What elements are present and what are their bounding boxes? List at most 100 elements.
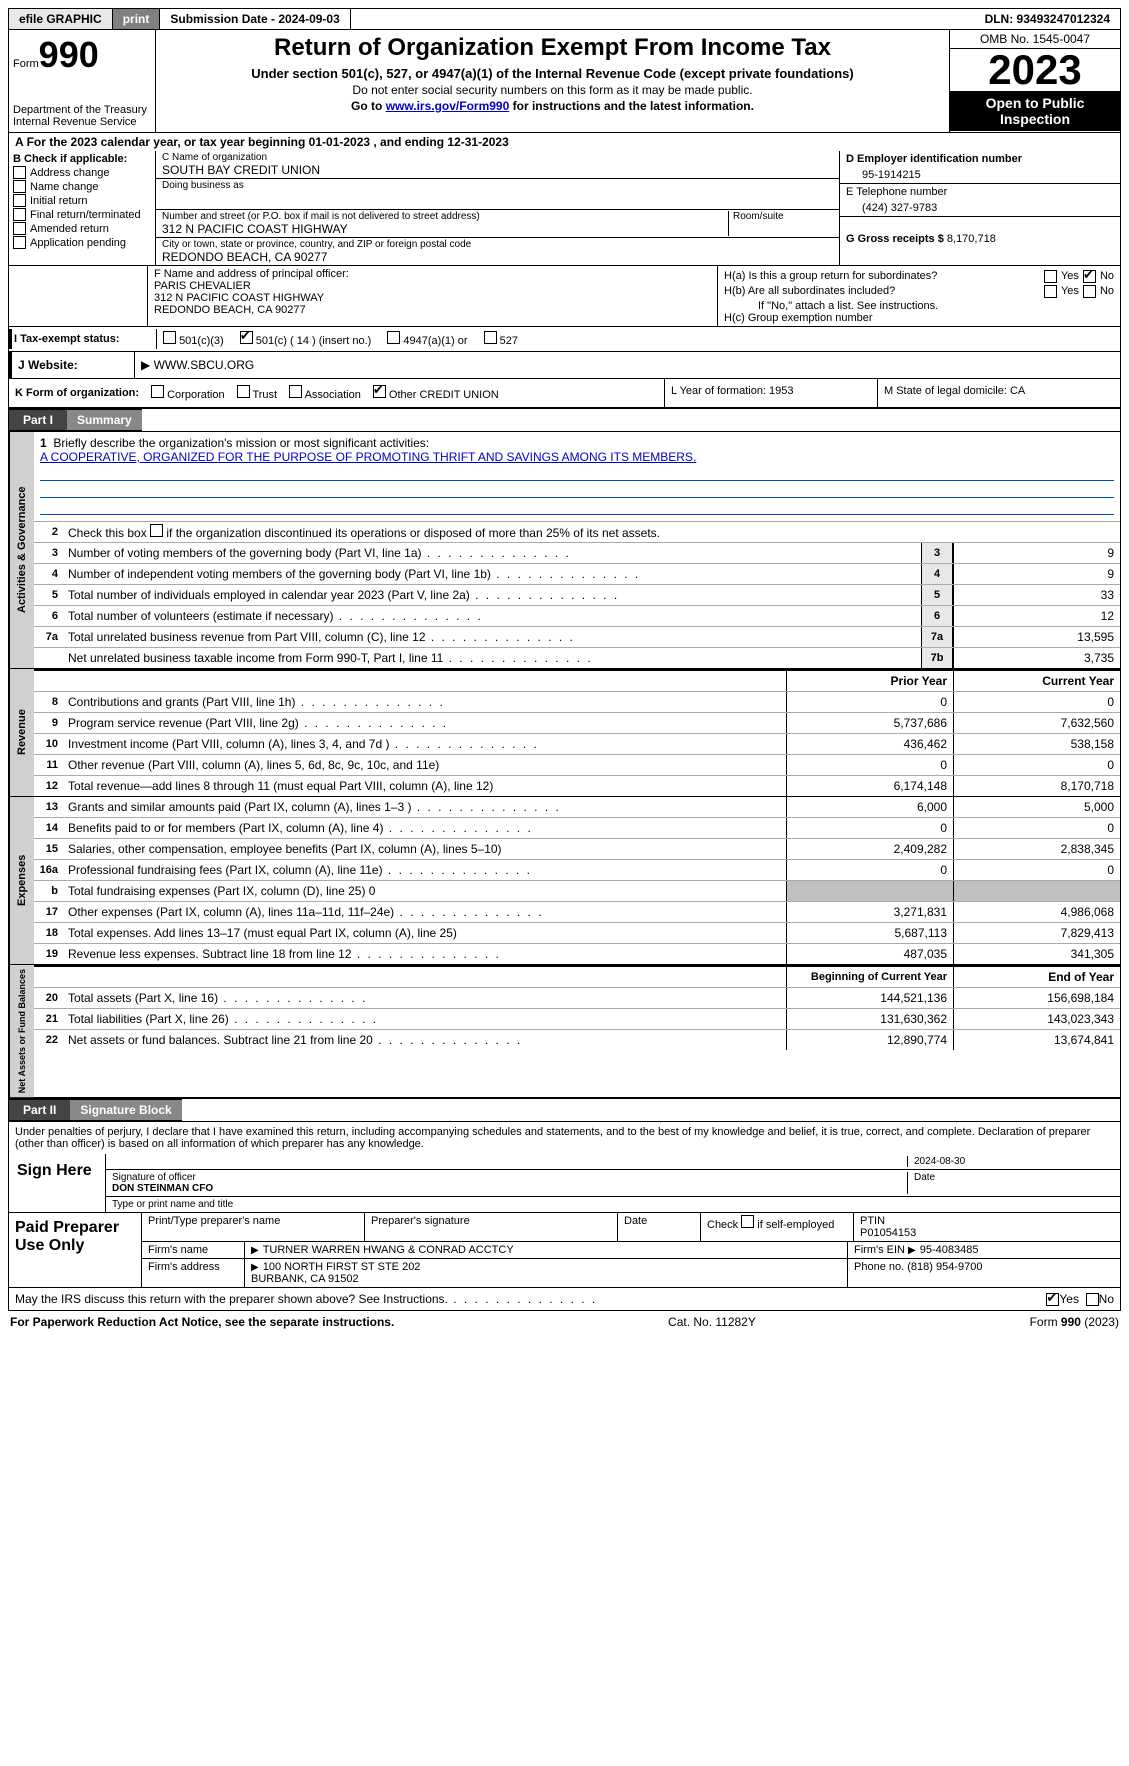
part-2-header: Part II Signature Block: [8, 1098, 1121, 1122]
submission-date: Submission Date - 2024-09-03: [160, 9, 350, 29]
cb-app-pending[interactable]: Application pending: [13, 236, 151, 249]
cb-address-change[interactable]: Address change: [13, 166, 151, 179]
sign-here-label: Sign Here: [9, 1154, 106, 1212]
org-name: SOUTH BAY CREDIT UNION: [162, 163, 833, 177]
side-rev: Revenue: [9, 669, 34, 796]
cb-other[interactable]: [373, 385, 386, 398]
paid-preparer-block: Paid Preparer Use Only Print/Type prepar…: [8, 1213, 1121, 1288]
cb-name-change-label: Name change: [30, 181, 99, 193]
val-6: 12: [953, 606, 1120, 626]
firm-addr-label: Firm's address: [142, 1259, 245, 1287]
footer-right: Form 990 (2023): [1030, 1315, 1119, 1329]
irs-link[interactable]: www.irs.gov/Form990: [386, 99, 510, 113]
mission-line-2: [40, 483, 1114, 498]
print-button[interactable]: print: [113, 9, 161, 29]
prep-date-hdr: Date: [618, 1213, 701, 1241]
line-16a: Professional fundraising fees (Part IX, …: [64, 861, 786, 879]
cb-527[interactable]: [484, 331, 497, 344]
goto-prefix: Go to: [351, 99, 386, 113]
phone-value: (424) 327-9783: [846, 198, 1114, 214]
officer-section: F Name and address of principal officer:…: [8, 266, 1121, 327]
line-3: Number of voting members of the governin…: [64, 544, 921, 562]
cb-line2[interactable]: [150, 524, 163, 537]
org-name-label: C Name of organization: [162, 152, 833, 163]
prior-year-hdr: Prior Year: [786, 671, 953, 691]
ha-no-label: No: [1100, 270, 1114, 282]
type-name-label: Type or print name and title: [112, 1199, 233, 1210]
c14: 0: [953, 818, 1120, 838]
c18: 7,829,413: [953, 923, 1120, 943]
hb-no[interactable]: [1083, 285, 1096, 298]
lbl-assoc: Association: [305, 389, 361, 401]
website-row: J Website: ▶ WWW.SBCU.ORG: [8, 352, 1121, 379]
cb-amended[interactable]: Amended return: [13, 222, 151, 235]
val-7a: 13,595: [953, 627, 1120, 647]
line-a-text: For the 2023 calendar year, or tax year …: [27, 135, 509, 149]
firm-phone-label: Phone no.: [854, 1261, 904, 1273]
prep-sig-hdr: Preparer's signature: [365, 1213, 618, 1241]
cb-501c[interactable]: [240, 331, 253, 344]
line-4: Number of independent voting members of …: [64, 565, 921, 583]
line-8: Contributions and grants (Part VIII, lin…: [64, 693, 786, 711]
discuss-no[interactable]: [1086, 1293, 1099, 1306]
p8: 0: [786, 692, 953, 712]
cb-4947[interactable]: [387, 331, 400, 344]
discuss-yes[interactable]: [1046, 1293, 1059, 1306]
lbl-501c3: 501(c)(3): [179, 335, 224, 347]
c16a: 0: [953, 860, 1120, 880]
mission-text[interactable]: A COOPERATIVE, ORGANIZED FOR THE PURPOSE…: [40, 450, 696, 464]
line-7b: Net unrelated business taxable income fr…: [64, 649, 921, 667]
line-13: Grants and similar amounts paid (Part IX…: [64, 798, 786, 816]
form-prefix: Form: [13, 58, 39, 70]
b20: 144,521,136: [786, 988, 953, 1008]
officer-name: PARIS CHEVALIER: [154, 280, 711, 292]
hb-yes[interactable]: [1044, 285, 1057, 298]
cb-initial-return[interactable]: Initial return: [13, 194, 151, 207]
lbl-4947: 4947(a)(1) or: [403, 335, 467, 347]
cb-501c3[interactable]: [163, 331, 176, 344]
discuss-row: May the IRS discuss this return with the…: [8, 1288, 1121, 1311]
firm-name-label: Firm's name: [142, 1242, 245, 1258]
ha-yes[interactable]: [1044, 270, 1057, 283]
c8: 0: [953, 692, 1120, 712]
cb-corp[interactable]: [151, 385, 164, 398]
cb-self-employed[interactable]: [741, 1215, 754, 1228]
line-17: Other expenses (Part IX, column (A), lin…: [64, 903, 786, 921]
cb-trust[interactable]: [237, 385, 250, 398]
efile-button[interactable]: efile GRAPHIC: [9, 9, 113, 29]
p16a: 0: [786, 860, 953, 880]
sig-date-label: Date: [907, 1172, 1114, 1194]
cb-amended-label: Amended return: [30, 223, 109, 235]
p13: 6,000: [786, 797, 953, 817]
city-label: City or town, state or province, country…: [162, 239, 833, 250]
val-7b: 3,735: [953, 648, 1120, 668]
val-3: 9: [953, 543, 1120, 563]
c19: 341,305: [953, 944, 1120, 964]
end-year-hdr: End of Year: [953, 967, 1120, 987]
ptin-value: P01054153: [860, 1227, 916, 1239]
ha-no[interactable]: [1083, 270, 1096, 283]
dln-label: DLN: 93493247012324: [975, 9, 1120, 29]
hb-no-label: No: [1100, 285, 1114, 297]
status-label: I Tax-exempt status:: [9, 329, 157, 349]
line-19: Revenue less expenses. Subtract line 18 …: [64, 945, 786, 963]
p11: 0: [786, 755, 953, 775]
hb-note: If "No," attach a list. See instructions…: [724, 300, 1114, 312]
c15: 2,838,345: [953, 839, 1120, 859]
cb-assoc[interactable]: [289, 385, 302, 398]
declaration-text: Under penalties of perjury, I declare th…: [8, 1122, 1121, 1154]
line-21: Total liabilities (Part X, line 26): [64, 1010, 786, 1028]
form-number: Form990: [13, 34, 151, 76]
cb-name-change[interactable]: Name change: [13, 180, 151, 193]
line-22: Net assets or fund balances. Subtract li…: [64, 1031, 786, 1049]
line-20: Total assets (Part X, line 16): [64, 989, 786, 1007]
form-subtitle-1: Under section 501(c), 527, or 4947(a)(1)…: [164, 66, 941, 81]
ein-label: D Employer identification number: [846, 153, 1114, 165]
cb-final-return[interactable]: Final return/terminated: [13, 208, 151, 221]
gross-receipts-label: G Gross receipts $: [846, 233, 947, 245]
ptin-label: PTIN: [860, 1215, 885, 1227]
officer-label: F Name and address of principal officer:: [154, 268, 711, 280]
val-5: 33: [953, 585, 1120, 605]
k-l-m-row: K Form of organization: Corporation Trus…: [8, 379, 1121, 408]
activities-governance: Activities & Governance 1 Briefly descri…: [8, 432, 1121, 669]
